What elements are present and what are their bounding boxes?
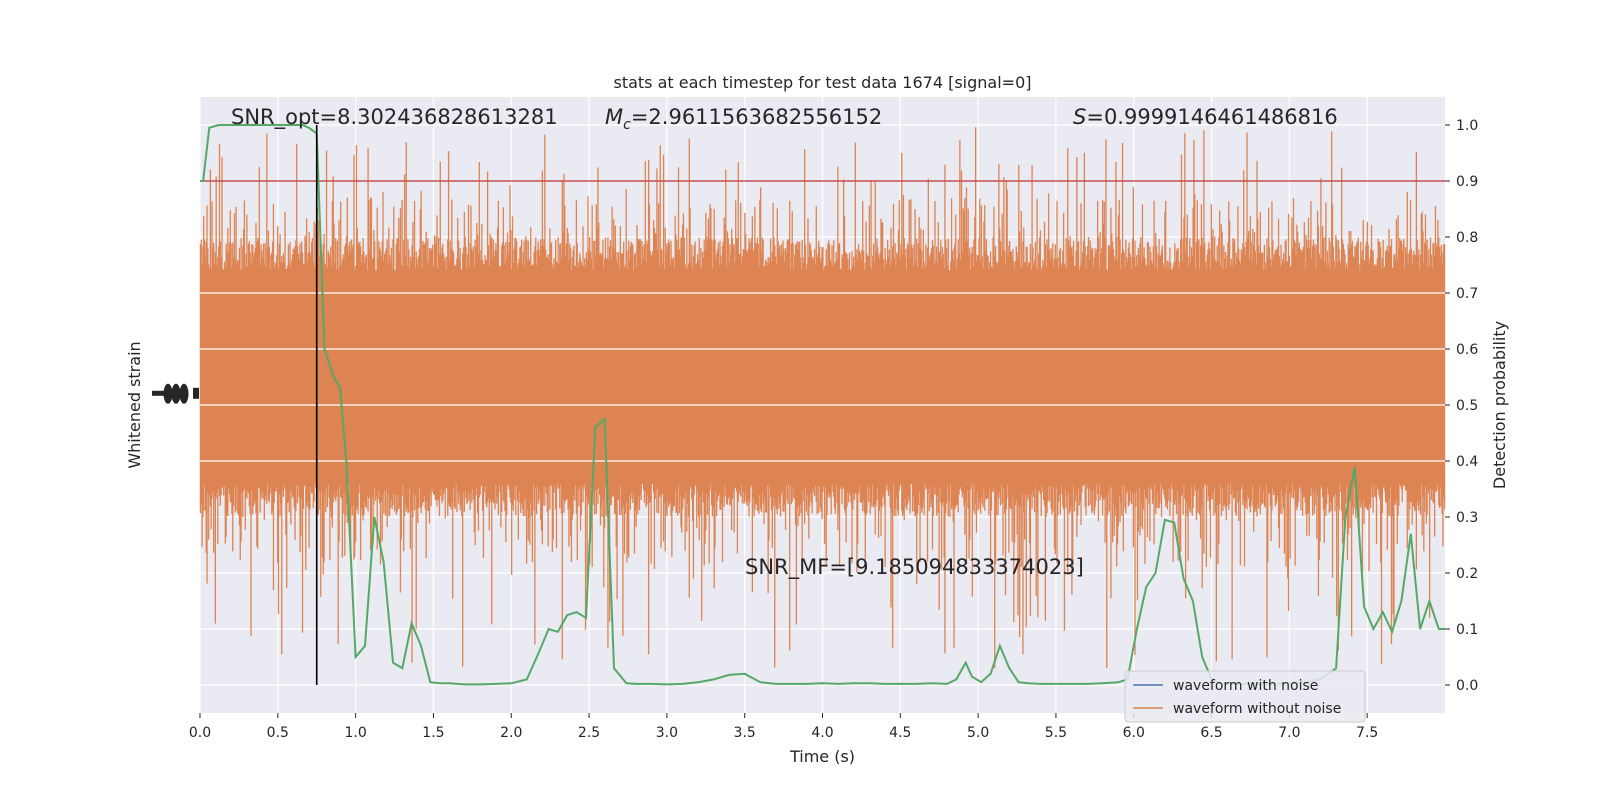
mc-value: =2.9611563682556152 — [631, 105, 882, 129]
legend: waveform with noise waveform without noi… — [1124, 670, 1366, 723]
legend-label-noise: waveform with noise — [1173, 678, 1318, 694]
s-symbol: S — [1073, 105, 1086, 129]
legend-label-clean: waveform without noise — [1173, 701, 1341, 717]
y-tick-label: 0.2 — [1456, 566, 1478, 582]
s-annotation: S=0.9999146461486816 — [1073, 105, 1338, 129]
snr-mf-annotation: SNR_MF=[9.185094833374023] — [745, 555, 1084, 580]
left-tick-clutter-glyph-1 — [171, 383, 181, 404]
y-tick-label: 0.3 — [1456, 510, 1478, 526]
x-axis-label: Time (s) — [789, 747, 855, 766]
y-ticks-right: 0.0 0.1 0.2 0.3 0.4 0.5 0.6 0.7 0.8 0.9 1.0 — [1445, 118, 1478, 694]
left-tick-clutter-glyph-0 — [163, 383, 173, 404]
left-tick-clutter-bar — [152, 390, 166, 396]
x-tick-label: 1.5 — [422, 725, 444, 741]
y-tick-label: 0.9 — [1456, 174, 1478, 190]
x-tick-label: 2.5 — [578, 725, 600, 741]
snr-opt-annotation: SNR_opt=8.302436828613281 — [231, 105, 558, 130]
left-tick-clutter-block — [193, 387, 199, 399]
waveform-core — [200, 293, 1445, 473]
s-value: =0.9999146461486816 — [1086, 105, 1337, 129]
x-tick-label: 4.5 — [889, 725, 911, 741]
legend-box — [1124, 670, 1366, 723]
x-tick-label: 7.5 — [1356, 725, 1378, 741]
chart-title: stats at each timestep for test data 167… — [613, 73, 1031, 92]
x-tick-label: 6.0 — [1123, 725, 1145, 741]
y-tick-label: 0.7 — [1456, 286, 1478, 302]
y-tick-label: 0.8 — [1456, 230, 1478, 246]
x-tick-label: 0.0 — [189, 725, 211, 741]
y-tick-label: 0.1 — [1456, 622, 1478, 638]
x-tick-label: 4.0 — [811, 725, 833, 741]
y-tick-label: 1.0 — [1456, 118, 1478, 134]
y-tick-label: 0.6 — [1456, 342, 1478, 358]
x-tick-label: 7.0 — [1278, 725, 1300, 741]
y-tick-label: 0.0 — [1456, 678, 1478, 694]
mc-annotation: Mc=2.9611563682556152 — [605, 105, 882, 133]
left-tick-clutter-glyph-2 — [179, 383, 189, 404]
y-tick-label: 0.5 — [1456, 398, 1478, 414]
waveform-without-noise-series — [199, 127, 1446, 669]
x-tick-label: 5.0 — [967, 725, 989, 741]
x-tick-label: 1.0 — [344, 725, 366, 741]
x-tick-label: 6.5 — [1200, 725, 1222, 741]
y-tick-label: 0.4 — [1456, 454, 1478, 470]
y-axis-label-left: Whitened strain — [125, 341, 144, 468]
x-tick-label: 2.0 — [500, 725, 522, 741]
mc-subscript: c — [623, 117, 631, 133]
x-ticks: 0.0 0.5 1.0 1.5 2.0 2.5 3.0 3.5 4.0 4.5 5.0 5.5 6.0 6… — [189, 713, 1378, 741]
left-axis-overlapping-ticks — [152, 383, 199, 404]
x-tick-label: 5.5 — [1045, 725, 1067, 741]
x-tick-label: 3.0 — [656, 725, 678, 741]
x-tick-label: 3.5 — [734, 725, 756, 741]
y-axis-label-right: Detection probability — [1490, 321, 1509, 489]
x-tick-label: 0.5 — [267, 725, 289, 741]
mc-symbol: M — [605, 105, 623, 129]
